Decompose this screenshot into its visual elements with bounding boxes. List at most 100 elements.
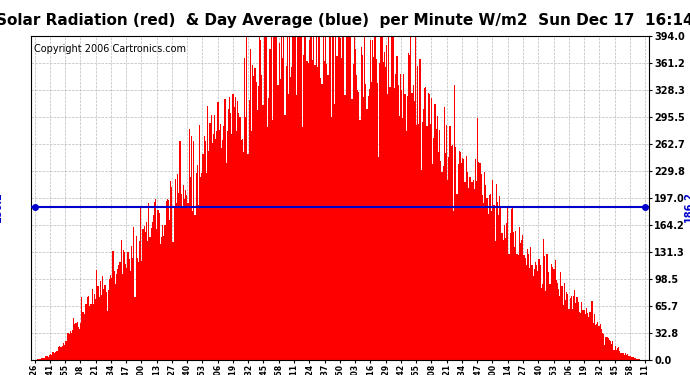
Bar <box>168 200 169 360</box>
Bar <box>454 85 455 360</box>
Bar <box>89 306 90 360</box>
Bar <box>371 82 372 360</box>
Bar <box>328 75 329 360</box>
Bar <box>109 279 110 360</box>
Bar <box>162 225 164 360</box>
Bar <box>44 357 46 360</box>
Bar <box>574 290 575 360</box>
Bar <box>130 272 131 360</box>
Bar <box>502 240 504 360</box>
Bar <box>276 36 277 360</box>
Bar <box>588 317 589 360</box>
Bar <box>455 147 456 360</box>
Bar <box>571 296 572 360</box>
Bar <box>414 101 415 360</box>
Bar <box>498 216 499 360</box>
Bar <box>149 237 150 360</box>
Bar <box>355 48 356 360</box>
Bar <box>622 353 624 360</box>
Bar <box>462 158 464 360</box>
Bar <box>128 260 130 360</box>
Bar <box>57 351 58 360</box>
Bar <box>377 83 378 360</box>
Bar <box>446 125 447 360</box>
Bar <box>137 258 138 360</box>
Bar <box>439 130 440 360</box>
Bar <box>97 286 99 360</box>
Bar <box>399 116 400 360</box>
Bar <box>543 239 544 360</box>
Bar <box>115 284 116 360</box>
Bar <box>142 229 144 360</box>
Bar <box>451 146 452 360</box>
Bar <box>166 201 167 360</box>
Bar <box>421 170 422 360</box>
Bar <box>178 193 179 360</box>
Bar <box>331 117 332 360</box>
Bar <box>349 36 351 360</box>
Bar <box>464 182 466 360</box>
Bar <box>131 246 132 360</box>
Bar <box>100 280 101 360</box>
Bar <box>475 159 476 360</box>
Bar <box>260 40 262 360</box>
Bar <box>389 87 391 360</box>
Bar <box>416 125 417 360</box>
Bar <box>108 290 109 360</box>
Bar <box>79 329 80 360</box>
Bar <box>473 180 474 360</box>
Bar <box>146 222 147 360</box>
Bar <box>461 163 462 360</box>
Bar <box>267 126 268 360</box>
Bar <box>500 207 502 360</box>
Bar <box>325 36 326 360</box>
Bar <box>459 151 460 360</box>
Bar <box>373 57 375 360</box>
Bar <box>521 240 522 360</box>
Bar <box>489 195 490 360</box>
Bar <box>505 238 506 360</box>
Bar <box>54 352 55 360</box>
Bar <box>268 98 269 360</box>
Bar <box>507 206 509 360</box>
Bar <box>437 116 438 360</box>
Bar <box>139 241 140 360</box>
Bar <box>191 136 192 360</box>
Bar <box>317 67 318 360</box>
Bar <box>357 90 358 360</box>
Bar <box>177 174 178 360</box>
Bar <box>457 164 459 360</box>
Bar <box>186 195 188 360</box>
Bar <box>324 61 325 360</box>
Bar <box>244 58 245 360</box>
Bar <box>548 272 549 360</box>
Text: 186.2: 186.2 <box>0 191 3 222</box>
Bar <box>492 180 493 360</box>
Bar <box>221 148 222 360</box>
Bar <box>431 98 432 360</box>
Bar <box>469 177 471 360</box>
Bar <box>428 93 430 360</box>
Bar <box>117 269 118 360</box>
Bar <box>41 358 42 360</box>
Bar <box>540 265 541 360</box>
Bar <box>269 49 270 360</box>
Bar <box>205 141 206 360</box>
Bar <box>448 157 449 360</box>
Bar <box>514 247 515 360</box>
Bar <box>393 36 394 360</box>
Bar <box>602 333 603 360</box>
Bar <box>615 350 617 360</box>
Bar <box>626 355 627 360</box>
Bar <box>344 94 346 360</box>
Bar <box>141 261 142 360</box>
Bar <box>210 116 212 360</box>
Bar <box>516 254 518 360</box>
Bar <box>257 110 258 360</box>
Bar <box>632 357 633 360</box>
Bar <box>226 163 227 360</box>
Bar <box>72 330 73 360</box>
Bar <box>61 346 63 360</box>
Bar <box>545 291 546 360</box>
Bar <box>227 132 228 360</box>
